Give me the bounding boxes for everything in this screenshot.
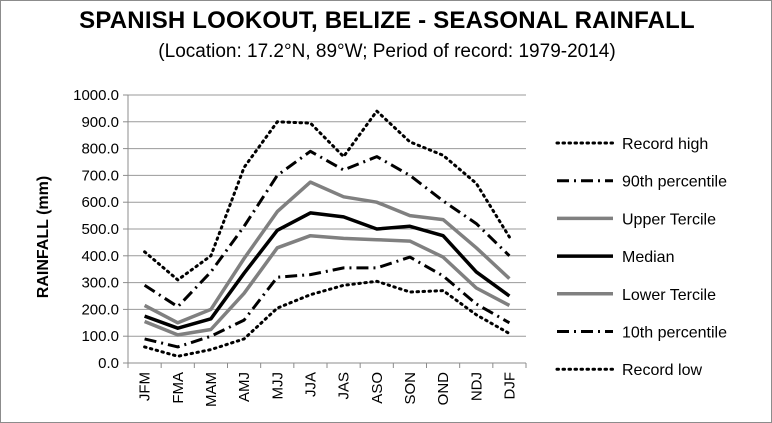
chart-subtitle: (Location: 17.2°N, 89°W; Period of recor… [158,41,616,62]
series-line-record-low [143,279,511,358]
x-tick-label: AMJ [236,372,253,402]
y-tick-label: 500.0 [81,221,119,238]
x-tick-label: NDJ [468,372,485,401]
y-tick-label: 200.0 [81,301,119,318]
x-tick-label: OND [435,372,452,406]
series-line-record-high [143,109,511,282]
series-line-10th-percentile [144,255,511,349]
series-line-median [144,211,511,330]
x-tick-label: JFM [137,372,154,401]
x-tick-label: ASO [369,372,386,404]
y-tick-label: 900.0 [81,114,119,131]
y-tick-label: 700.0 [81,167,119,184]
legend-label-record-low: Record low [622,362,702,379]
y-axis-label: RAINFALL (mm) [35,176,52,298]
series-line-90th-percentile [143,149,511,309]
series-line-lower-tercile [143,233,511,337]
legend-label-record-high: Record high [622,136,708,153]
y-tick-label: 300.0 [81,275,119,292]
chart-title: SPANISH LOOKOUT, BELIZE - SEASONAL RAINF… [79,7,695,34]
x-tick-label: SON [402,372,419,405]
x-tick-label: DJF [501,372,518,400]
y-tick-label: 400.0 [81,248,119,265]
y-tick-label: 600.0 [81,194,119,211]
y-tick-label: 100.0 [81,328,119,345]
y-tick-label: 0.0 [98,355,119,372]
legend-label-90th-percentile: 90th percentile [622,174,727,191]
legend-label-upper-tercile: Upper Tercile [622,211,716,228]
x-tick-label: JJA [302,372,319,397]
legend-label-median: Median [622,249,674,266]
y-tick-label: 1000.0 [73,87,119,104]
x-tick-label: JAS [336,372,353,400]
legend-label-10th-percentile: 10th percentile [622,325,727,342]
y-tick-label: 800.0 [81,141,119,158]
series-line-upper-tercile [143,180,511,325]
x-tick-label: MAM [203,372,220,407]
x-tick-label: FMA [170,372,187,404]
legend-label-lower-tercile: Lower Tercile [622,287,716,304]
x-tick-label: MJJ [269,372,286,400]
